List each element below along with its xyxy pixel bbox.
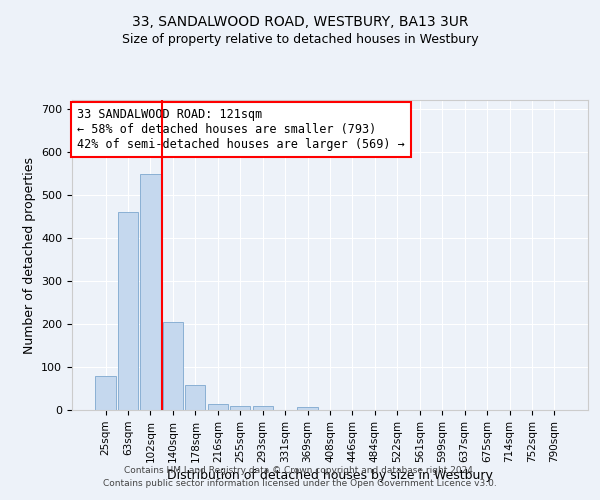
Bar [95,376,116,410]
Bar [185,386,205,410]
Bar [140,174,161,410]
Bar [118,212,138,410]
Text: Size of property relative to detached houses in Westbury: Size of property relative to detached ho… [122,32,478,46]
Y-axis label: Number of detached properties: Number of detached properties [23,156,35,354]
Text: 33 SANDALWOOD ROAD: 121sqm
← 58% of detached houses are smaller (793)
42% of sem: 33 SANDALWOOD ROAD: 121sqm ← 58% of deta… [77,108,405,151]
Text: Contains HM Land Registry data © Crown copyright and database right 2024.
Contai: Contains HM Land Registry data © Crown c… [103,466,497,487]
Bar [230,406,250,410]
Bar [163,322,183,410]
Bar [208,404,228,410]
X-axis label: Distribution of detached houses by size in Westbury: Distribution of detached houses by size … [167,469,493,482]
Bar [298,406,317,410]
Text: 33, SANDALWOOD ROAD, WESTBURY, BA13 3UR: 33, SANDALWOOD ROAD, WESTBURY, BA13 3UR [132,15,468,29]
Bar [253,406,273,410]
